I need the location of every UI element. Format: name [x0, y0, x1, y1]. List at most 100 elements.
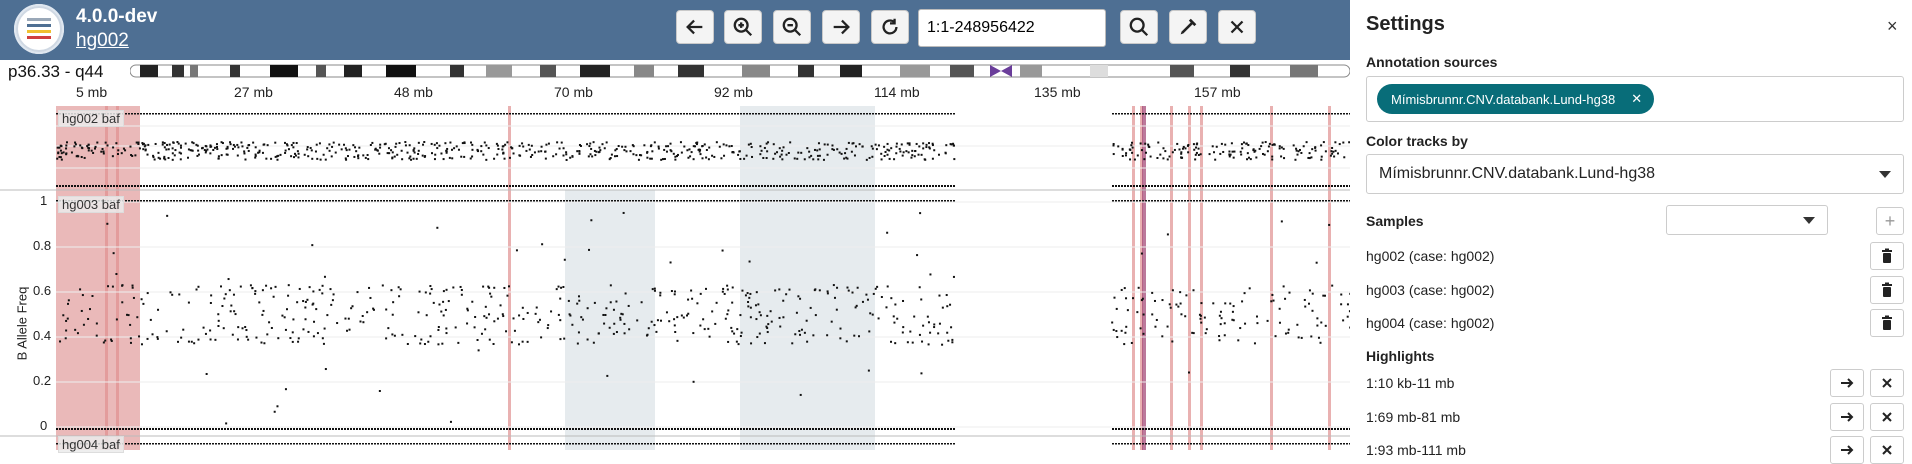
- baf-point: [322, 342, 325, 345]
- baf-point: [347, 428, 349, 430]
- baf-point: [1130, 428, 1132, 430]
- baf-point: [447, 300, 450, 303]
- marker-button[interactable]: [1169, 10, 1207, 44]
- baf-point: [1313, 428, 1315, 430]
- search-button[interactable]: [1120, 10, 1158, 44]
- samples-select[interactable]: [1666, 205, 1828, 235]
- baf-point: [395, 428, 397, 430]
- baf-point: [647, 113, 649, 115]
- baf-point: [83, 428, 85, 430]
- zoom-out-button[interactable]: [773, 10, 811, 44]
- baf-point: [192, 142, 195, 145]
- chip-remove-icon[interactable]: ✕: [1631, 91, 1643, 106]
- baf-point: [374, 443, 376, 445]
- baf-point: [927, 321, 930, 324]
- remove-highlight-button[interactable]: [1870, 369, 1904, 397]
- baf-point: [944, 185, 946, 187]
- baf-point: [1166, 443, 1168, 445]
- baf-point: [112, 146, 115, 149]
- baf-point: [749, 142, 752, 145]
- baf-point: [692, 158, 695, 161]
- baf-point: [715, 141, 718, 144]
- baf-point: [1316, 428, 1318, 430]
- goto-highlight-button[interactable]: [1830, 403, 1864, 431]
- case-link[interactable]: hg002: [76, 30, 129, 51]
- baf-point: [326, 185, 328, 187]
- baf-point: [1130, 185, 1132, 187]
- baf-point: [1223, 113, 1225, 115]
- baf-point: [302, 428, 304, 430]
- add-sample-button[interactable]: +: [1876, 207, 1904, 235]
- baf-point: [419, 342, 422, 345]
- baf-point: [539, 428, 541, 430]
- reset-button[interactable]: [871, 10, 909, 44]
- chromosome-ideogram[interactable]: [130, 64, 1350, 78]
- baf-point: [191, 443, 193, 445]
- baf-point: [881, 113, 883, 115]
- baf-point: [851, 142, 854, 145]
- baf-point: [365, 185, 367, 187]
- pan-right-button[interactable]: [822, 10, 860, 44]
- zoom-in-button[interactable]: [724, 10, 762, 44]
- baf-point: [1141, 297, 1144, 300]
- baf-point: [245, 185, 247, 187]
- ideogram-band: [1020, 65, 1042, 77]
- baf-point: [1301, 428, 1303, 430]
- baf-point: [599, 149, 602, 152]
- remove-highlight-button[interactable]: [1870, 403, 1904, 431]
- baf-point: [209, 428, 211, 430]
- baf-point: [185, 113, 187, 115]
- close-button[interactable]: [1218, 10, 1256, 44]
- baf-point: [347, 317, 350, 320]
- baf-point: [74, 143, 77, 146]
- baf-point: [785, 443, 787, 445]
- baf-point: [1166, 185, 1168, 187]
- baf-point: [65, 141, 68, 144]
- color-tracks-select[interactable]: Mímisbrunnr.CNV.databank.Lund-hg38: [1366, 154, 1904, 194]
- baf-point: [635, 154, 638, 157]
- settings-close-icon[interactable]: ×: [1887, 16, 1898, 36]
- baf-point: [581, 200, 583, 202]
- baf-point: [1342, 141, 1345, 144]
- delete-sample-button[interactable]: [1870, 242, 1904, 270]
- baf-point: [555, 153, 558, 156]
- baf-point: [1111, 321, 1114, 324]
- baf-point: [448, 156, 451, 159]
- baf-point: [164, 200, 166, 202]
- baf-point: [476, 428, 478, 430]
- baf-point: [1238, 185, 1240, 187]
- pan-left-button[interactable]: [676, 10, 714, 44]
- baf-point: [773, 200, 775, 202]
- baf-point: [374, 148, 377, 151]
- annotation-sources-input[interactable]: Mímisbrunnr.CNV.databank.Lund-hg38 ✕: [1366, 76, 1904, 122]
- baf-tracks[interactable]: [0, 106, 1352, 450]
- baf-point: [749, 443, 751, 445]
- baf-point: [1154, 185, 1156, 187]
- region-input[interactable]: [918, 9, 1106, 47]
- delete-sample-button[interactable]: [1870, 276, 1904, 304]
- baf-point: [668, 185, 670, 187]
- baf-point: [500, 443, 502, 445]
- baf-point: [698, 185, 700, 187]
- baf-point: [79, 288, 82, 291]
- baf-point: [707, 200, 709, 202]
- baf-point: [1197, 153, 1200, 156]
- baf-point: [737, 343, 740, 346]
- baf-point: [755, 428, 757, 430]
- baf-point: [392, 185, 394, 187]
- baf-point: [1331, 200, 1333, 202]
- baf-point: [696, 302, 699, 305]
- baf-point: [131, 200, 133, 202]
- delete-sample-button[interactable]: [1870, 309, 1904, 337]
- baf-point: [125, 200, 127, 202]
- baf-point: [779, 325, 782, 328]
- baf-point: [1127, 200, 1129, 202]
- baf-point: [767, 323, 770, 326]
- logo-icon[interactable]: [14, 4, 64, 54]
- baf-point: [760, 149, 763, 152]
- baf-point: [625, 150, 628, 153]
- remove-highlight-button[interactable]: [1870, 436, 1904, 464]
- goto-highlight-button[interactable]: [1830, 436, 1864, 464]
- goto-highlight-button[interactable]: [1830, 369, 1864, 397]
- baf-point: [575, 428, 577, 430]
